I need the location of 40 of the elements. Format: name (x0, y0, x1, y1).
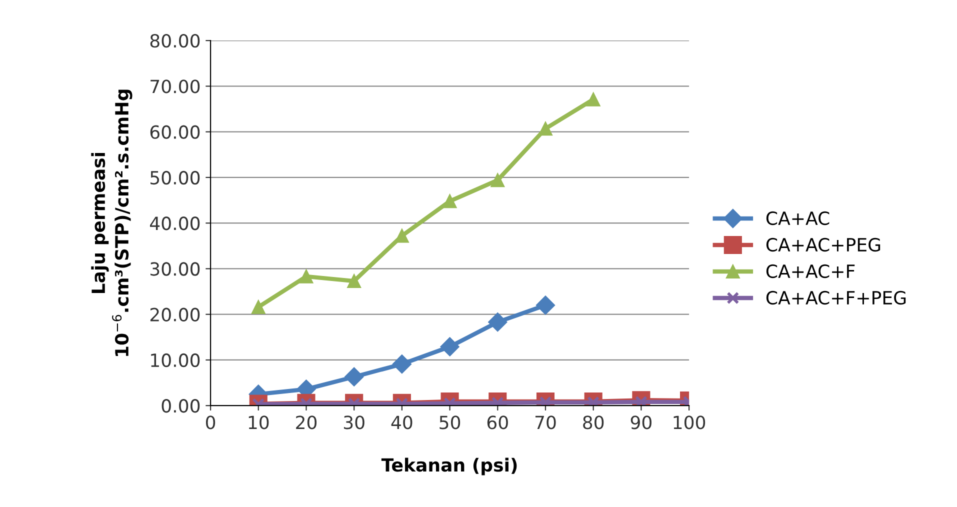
x-tick-label: 100 (674, 416, 706, 430)
point (488, 312, 508, 332)
y-tick-label: 70.00 (150, 80, 200, 94)
y-tick-label: 40.00 (150, 216, 200, 230)
legend-label: CA+AC (766, 211, 830, 226)
point (347, 274, 362, 288)
legend-label: CA+AC+F+PEG (766, 290, 906, 305)
y-tick-label: 10.00 (151, 353, 200, 368)
x-tick-label: 80 (583, 416, 604, 430)
y-tick-label: 60.00 (150, 125, 200, 139)
x-tick-label: 20 (296, 416, 317, 430)
x-tick-label: 30 (344, 416, 364, 430)
x-tick-label: 60 (487, 416, 508, 430)
point (491, 396, 504, 406)
text: Laju permeasi 10$^{−6}$.cm³(STP)/cm².s.cmHg (91, 90, 132, 356)
point (586, 92, 600, 106)
y-tick-label: 50.00 (150, 170, 200, 185)
x-tick-label: 90 (630, 416, 652, 430)
x-tick-label: 10 (248, 416, 269, 430)
legend-label: CA+AC+PEG (766, 238, 880, 252)
y-tick-label: 30.00 (150, 262, 200, 276)
point (344, 367, 364, 386)
point (299, 270, 314, 284)
x-axis-title: Tekanan (psi) (381, 458, 517, 476)
x-tick-label: 0 (206, 416, 216, 430)
point (539, 396, 552, 406)
point (440, 337, 460, 356)
x-tick-label: 70 (535, 416, 556, 430)
y-tick-label: 0.00 (162, 399, 200, 413)
point (251, 300, 266, 314)
legend-label: CA+AC+F (766, 264, 855, 278)
point (536, 296, 556, 315)
point (490, 173, 505, 188)
y-tick-label: 80.00 (150, 34, 200, 48)
point (538, 122, 552, 136)
x-tick-label: 50 (440, 416, 460, 430)
point (442, 194, 457, 208)
point (587, 396, 600, 406)
x-tick-label: 40 (391, 416, 412, 430)
y-tick-label: 20.00 (150, 308, 200, 322)
